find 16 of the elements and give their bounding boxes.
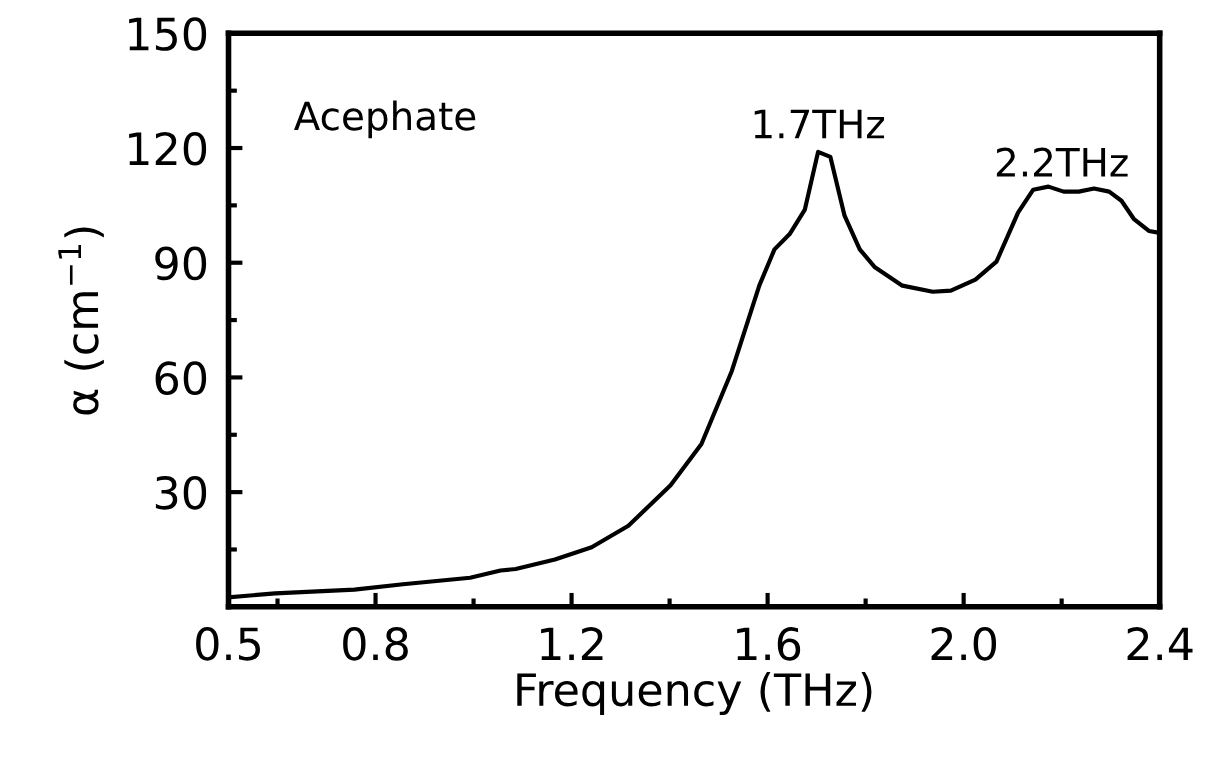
y-tick-label: 90 (155, 246, 207, 281)
y-axis-title: α (cm$^{−1}$) (58, 227, 104, 415)
y-tick-label: 30 (155, 476, 207, 510)
annotation: 2.2THz (996, 147, 1128, 177)
x-axis-title: Frequency (THz) (517, 672, 872, 716)
annotation: Acephate (294, 100, 476, 139)
y-tick-label: 120 (129, 131, 207, 166)
y-tick-label: 150 (129, 17, 207, 51)
x-tick-label: 1.2 (541, 627, 603, 661)
x-tick-label: 0.5 (196, 627, 260, 661)
x-tick-label: 2.0 (931, 627, 997, 661)
x-tick-label: 2.4 (1127, 627, 1193, 661)
x-tick-label: 0.8 (343, 627, 408, 661)
y-tick-label: 60 (155, 361, 207, 395)
x-tick-label: 1.6 (737, 627, 801, 661)
annotation: 1.7THz (754, 109, 885, 139)
